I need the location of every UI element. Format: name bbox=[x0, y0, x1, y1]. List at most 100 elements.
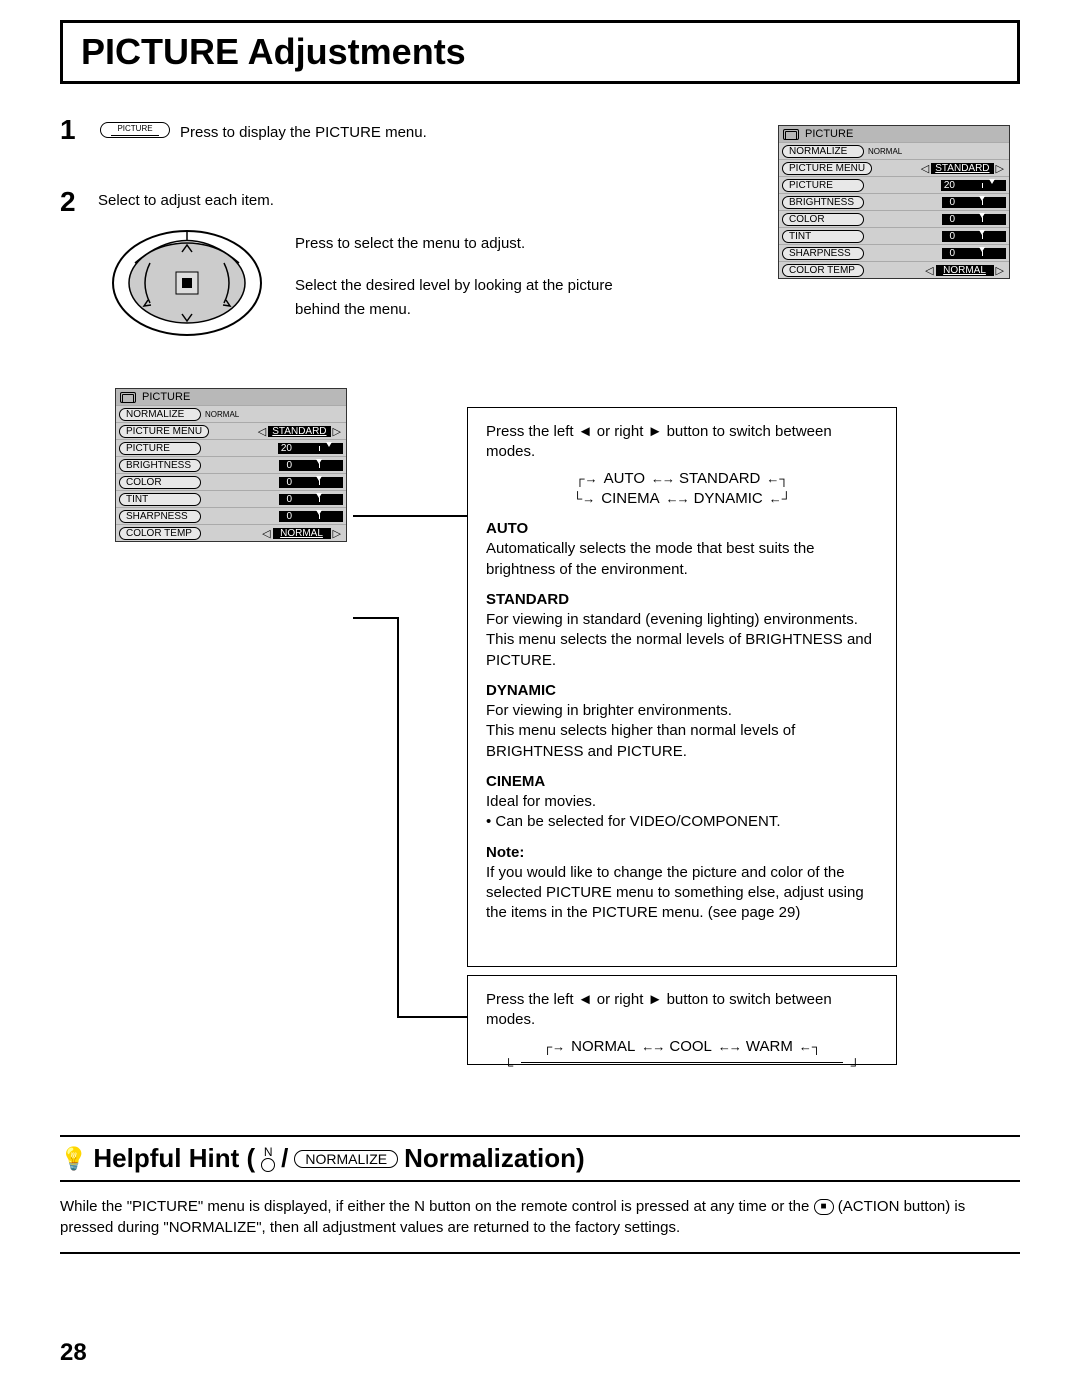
osd-bar bbox=[295, 460, 343, 471]
osd-row: COLOR0 bbox=[779, 210, 1009, 227]
osd-bar-number: 20 bbox=[278, 443, 295, 454]
cycle-auto: AUTO bbox=[604, 469, 645, 489]
osd-row-value: ◁STANDARD▷ bbox=[919, 162, 1006, 175]
temp-cycle-diagram: ┌→ NORMAL ←→ COOL ←→ WARM ←┐ └ ┘ bbox=[496, 1037, 868, 1075]
osd-row-label: PICTURE MENU bbox=[119, 425, 209, 438]
osd-row: COLOR TEMP ◁NORMAL▷ bbox=[116, 524, 346, 541]
osd-normalize-label: NORMALIZE bbox=[782, 145, 864, 158]
osd-row-value: ◁NORMAL▷ bbox=[260, 527, 343, 540]
osd-row: BRIGHTNESS 0 bbox=[116, 456, 346, 473]
osd-select-value: STANDARD bbox=[268, 426, 330, 437]
osd-title-text: PICTURE bbox=[142, 391, 190, 403]
osd-menu-upper: PICTURE NORMALIZE NORMAL PICTURE MENU ◁STAND… bbox=[778, 125, 1010, 279]
cinema-heading: CINEMA bbox=[486, 772, 878, 792]
right-arrow-icon: ▷ bbox=[994, 162, 1006, 175]
right-arrow-icon: ▷ bbox=[331, 425, 343, 438]
action-button-icon: ■ bbox=[814, 1199, 834, 1215]
connector-line bbox=[397, 1016, 467, 1018]
standard-body: For viewing in standard (evening lightin… bbox=[486, 610, 878, 671]
osd-row-label: SHARPNESS bbox=[782, 247, 864, 260]
dynamic-body: For viewing in brighter environments. Th… bbox=[486, 701, 878, 762]
osd-row-label: BRIGHTNESS bbox=[119, 459, 201, 472]
osd-row-label: COLOR bbox=[119, 476, 201, 489]
osd-row-value: 0 bbox=[279, 460, 343, 471]
osd-row: PICTURE MENU ◁STANDARD▷ bbox=[779, 159, 1009, 176]
osd-bar bbox=[958, 231, 1006, 242]
picture-button-label: PICTURE bbox=[117, 124, 152, 133]
auto-heading: AUTO bbox=[486, 519, 878, 539]
osd-row: SHARPNESS0 bbox=[116, 507, 346, 524]
hint-body: While the "PICTURE" menu is displayed, i… bbox=[60, 1196, 1020, 1238]
page-number: 28 bbox=[60, 1339, 87, 1367]
cycle-dynamic: DYNAMIC bbox=[694, 489, 763, 509]
dpad-illustration bbox=[110, 228, 265, 338]
osd-title-text: PICTURE bbox=[805, 128, 853, 140]
right-arrow-icon: ▷ bbox=[331, 527, 343, 540]
picture-button-illustration: PICTURE bbox=[100, 122, 170, 138]
page-title-box: PICTURE Adjustments bbox=[60, 20, 1020, 84]
osd-bar-number: 0 bbox=[279, 460, 295, 471]
step2-text: Select to adjust each item. bbox=[98, 186, 274, 209]
standard-heading: STANDARD bbox=[486, 590, 878, 610]
osd-row-label: PICTURE bbox=[782, 179, 864, 192]
cycle-warm: WARM bbox=[746, 1037, 793, 1057]
dpad-description: Press to select the menu to adjust. Sele… bbox=[295, 228, 655, 322]
osd-bar-number: 0 bbox=[279, 494, 295, 505]
osd-bar-number: 0 bbox=[279, 511, 295, 522]
hint-section: 💡 Helpful Hint ( N / NORMALIZE Normaliza… bbox=[60, 1105, 1020, 1260]
dpad-desc-line1: Press to select the menu to adjust. bbox=[295, 232, 655, 256]
connector-line bbox=[397, 617, 399, 1017]
osd-row: BRIGHTNESS0 bbox=[779, 193, 1009, 210]
hint-title-b: Normalization) bbox=[404, 1143, 585, 1174]
osd-bar bbox=[295, 511, 343, 522]
osd-row-label: COLOR TEMP bbox=[119, 527, 201, 540]
right-arrow-icon: ▷ bbox=[994, 264, 1006, 277]
connector-line bbox=[353, 617, 398, 619]
auto-body: Automatically selects the mode that best… bbox=[486, 539, 878, 580]
osd-row: COLOR 0 bbox=[116, 473, 346, 490]
osd-bar-number: 0 bbox=[942, 248, 958, 259]
step1-number: 1 bbox=[60, 114, 90, 146]
osd-bar-number: 0 bbox=[942, 231, 958, 242]
osd-row: SHARPNESS 0 bbox=[779, 244, 1009, 261]
note-body: If you would like to change the picture … bbox=[486, 863, 878, 924]
divider bbox=[60, 1135, 1020, 1137]
osd-row: PICTURE 20 bbox=[779, 176, 1009, 193]
osd-row-label: COLOR TEMP bbox=[782, 264, 864, 277]
modes-panel: Press the left ◄ or right ► button to sw… bbox=[467, 407, 897, 967]
n-label: N bbox=[264, 1146, 273, 1158]
osd-bar-number: 0 bbox=[942, 197, 958, 208]
divider bbox=[60, 1252, 1020, 1254]
osd-bar bbox=[958, 197, 1006, 208]
osd-select-value: NORMAL bbox=[936, 265, 994, 276]
color-temp-panel: Press the left ◄ or right ► button to sw… bbox=[467, 975, 897, 1065]
bulb-icon: 💡 bbox=[60, 1146, 87, 1172]
modes-intro: Press the left ◄ or right ► button to sw… bbox=[486, 422, 878, 463]
hint-body-a: While the "PICTURE" menu is displayed, i… bbox=[60, 1198, 814, 1215]
hint-title: 💡 Helpful Hint ( N / NORMALIZE Normaliza… bbox=[60, 1143, 1020, 1174]
left-arrow-icon: ◁ bbox=[923, 264, 935, 277]
left-arrow-icon: ◁ bbox=[919, 162, 931, 175]
tv-icon bbox=[120, 392, 136, 403]
osd-row-label: PICTURE MENU bbox=[782, 162, 872, 175]
cycle-normal: NORMAL bbox=[571, 1037, 635, 1057]
tv-icon bbox=[783, 129, 799, 140]
osd-bar bbox=[295, 477, 343, 488]
osd-row-value: 20 bbox=[278, 443, 343, 454]
dynamic-heading: DYNAMIC bbox=[486, 681, 878, 701]
note-heading: Note: bbox=[486, 843, 878, 863]
osd-row-value: ◁STANDARD▷ bbox=[256, 425, 343, 438]
mode-cycle-diagram: ┌→ AUTO ←→ STANDARD ←┐ └→ CINEMA ←→ DYNA… bbox=[516, 469, 848, 510]
cinema-body2: • Can be selected for VIDEO/COMPONENT. bbox=[486, 812, 878, 832]
osd-row: TINT0 bbox=[116, 490, 346, 507]
osd-title-row: PICTURE bbox=[116, 389, 346, 405]
osd-row-value: 0 bbox=[942, 214, 1006, 225]
osd-bar bbox=[295, 443, 343, 454]
temp-intro: Press the left ◄ or right ► button to sw… bbox=[486, 990, 878, 1031]
osd-row-value: 0 bbox=[279, 477, 343, 488]
osd-select-value: NORMAL bbox=[273, 528, 331, 539]
osd-normal-small: NORMAL bbox=[205, 410, 239, 419]
osd-row-value: ◁NORMAL▷ bbox=[923, 264, 1006, 277]
n-button-icon: N bbox=[261, 1146, 275, 1172]
osd-row-value: 20 bbox=[941, 180, 1006, 191]
